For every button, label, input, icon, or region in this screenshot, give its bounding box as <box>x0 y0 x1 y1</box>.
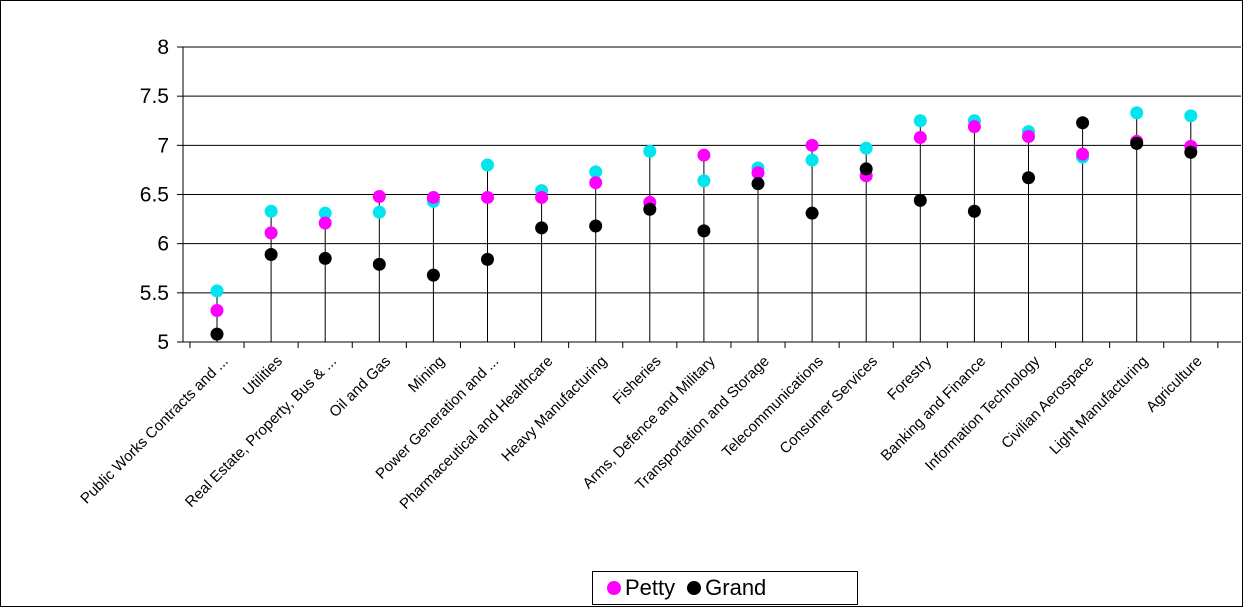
data-point-series-petty <box>426 190 440 204</box>
y-axis-ticks: 5 5.5 6 6.5 7 7.5 8 <box>140 36 183 354</box>
legend-marker-grand <box>687 581 702 595</box>
x-category-label: Agriculture <box>1143 353 1206 416</box>
data-point-series-petty <box>1022 129 1035 143</box>
y-tick-label: 5.5 <box>140 282 169 305</box>
data-point-series-petty <box>805 138 819 152</box>
data-point-series-cyan <box>589 165 603 179</box>
data-point-series-grand <box>751 177 765 191</box>
data-point-series-cyan <box>805 153 819 167</box>
data-point-series-grand <box>589 219 603 233</box>
data-point-series-grand <box>1130 136 1144 150</box>
data-point-series-grand <box>1076 116 1090 130</box>
legend: Petty Grand <box>592 571 858 605</box>
legend-item-grand: Grand <box>687 575 766 601</box>
data-point-series-petty <box>372 189 386 203</box>
data-point-series-grand <box>859 162 873 176</box>
x-category-label: Heavy Manufacturing <box>498 353 610 465</box>
data-point-series-petty <box>589 176 603 190</box>
data-point-series-cyan <box>372 205 386 219</box>
x-category-label: Civilian Aerospace <box>998 353 1097 452</box>
x-category-label: Mining <box>405 353 448 396</box>
data-point-series-cyan <box>643 144 657 158</box>
data-point-series-cyan <box>859 141 873 155</box>
data-point-series-grand <box>535 221 549 235</box>
y-tick-label: 7.5 <box>140 85 169 108</box>
data-point-series-grand <box>805 206 819 220</box>
data-point-series-petty <box>535 190 549 204</box>
legend-item-petty: Petty <box>607 575 675 601</box>
data-point-series-grand <box>1022 171 1035 185</box>
data-point-series-cyan <box>697 174 711 188</box>
x-axis-categories: Public Works Contracts and ... UtilitiesR… <box>77 352 1205 512</box>
legend-label-grand: Grand <box>705 575 767 600</box>
data-point-series-grand <box>372 257 386 271</box>
y-tick-label: 7 <box>157 134 169 157</box>
axes <box>182 47 1219 348</box>
data-point-series-grand <box>967 204 981 218</box>
y-tick-label: 6 <box>157 233 169 256</box>
data-point-series-grand <box>426 268 440 282</box>
x-category-label: Utilities <box>240 353 286 399</box>
data-point-series-grand <box>481 252 494 266</box>
y-tick-label: 5 <box>157 331 169 354</box>
data-point-series-cyan <box>1130 106 1144 120</box>
data-point-series-grand <box>318 251 332 265</box>
data-point-series-cyan <box>1184 109 1198 123</box>
legend-label-petty: Petty <box>625 575 676 600</box>
data-point-series-grand <box>264 247 278 261</box>
data-point-series-cyan <box>913 114 927 128</box>
x-category-label: Consumer Services <box>776 353 881 458</box>
data-point-series-petty <box>318 216 332 230</box>
data-point-series-cyan <box>318 206 332 220</box>
x-category-label: Banking and Finance <box>878 353 990 465</box>
data-point-series-petty <box>1076 147 1090 161</box>
y-tick-label: 8 <box>157 36 169 59</box>
gridlines <box>183 46 1241 343</box>
data-point-series-grand <box>643 202 657 216</box>
data-point-series-grand <box>913 193 927 207</box>
data-point-series-grand <box>210 327 224 341</box>
data-point-series-cyan <box>264 204 278 218</box>
data-point-series-petty <box>697 148 711 162</box>
data-point-series-cyan <box>481 158 494 172</box>
y-tick-label: 6.5 <box>140 184 169 207</box>
x-category-label: Telecommunications <box>719 353 827 461</box>
data-point-series-petty <box>751 166 765 180</box>
x-category-label: Light Manufacturing <box>1046 353 1151 458</box>
x-category-label: Forestry <box>884 352 935 403</box>
data-point-series-petty <box>210 304 224 318</box>
data-point-series-grand <box>697 224 711 238</box>
data-point-series-cyan <box>210 284 224 298</box>
data-point-series-petty <box>481 190 494 204</box>
legend-marker-petty <box>607 581 621 595</box>
data-point-series-petty <box>913 130 927 144</box>
data-point-series-petty <box>264 226 278 240</box>
data-point-series-grand <box>1184 145 1198 159</box>
data-point-series-petty <box>967 120 981 134</box>
x-category-label: Fisheries <box>610 353 665 408</box>
data-points <box>210 106 1198 341</box>
